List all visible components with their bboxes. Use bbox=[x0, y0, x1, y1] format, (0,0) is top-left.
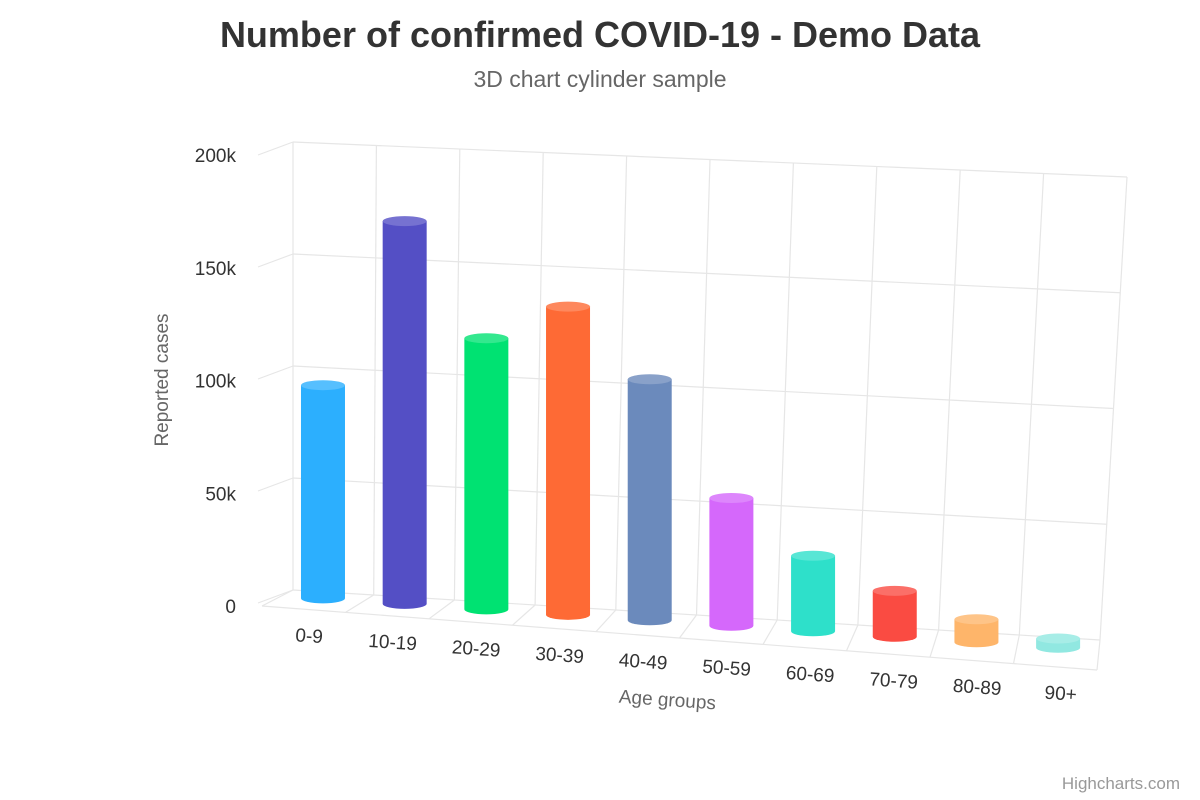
x-tick-label: 20-29 bbox=[451, 637, 501, 661]
gridline-vertical bbox=[1018, 173, 1045, 636]
bar-40-49[interactable] bbox=[627, 374, 672, 626]
bar-60-69[interactable] bbox=[791, 550, 836, 637]
bar-10-19[interactable] bbox=[382, 216, 427, 609]
y-axis-title: Reported cases bbox=[152, 313, 173, 446]
gridline-floor bbox=[595, 609, 617, 633]
bar-top bbox=[300, 380, 345, 391]
floor-front-edge bbox=[261, 605, 1098, 671]
bar-70-79[interactable] bbox=[872, 585, 917, 642]
gridline-floor bbox=[512, 604, 536, 626]
y-tick-label: 150k bbox=[195, 259, 237, 280]
chart-bars bbox=[300, 216, 1081, 653]
bar-top bbox=[464, 333, 509, 344]
bar-body bbox=[546, 306, 591, 620]
gridline-vertical bbox=[534, 152, 544, 606]
x-tick-label: 90+ bbox=[1044, 683, 1078, 706]
bar-20-29[interactable] bbox=[464, 333, 509, 615]
gridline-side bbox=[257, 365, 294, 380]
gridline-vertical bbox=[373, 145, 377, 596]
chart-subtitle: 3D chart cylinder sample bbox=[473, 66, 727, 92]
gridline-floor bbox=[261, 589, 294, 607]
chart-grid bbox=[257, 141, 1128, 671]
gridline-vertical bbox=[1099, 176, 1128, 641]
x-tick-label: 60-69 bbox=[785, 663, 835, 687]
gridline-vertical bbox=[776, 162, 794, 621]
bar-0-9[interactable] bbox=[300, 380, 345, 604]
y-tick-label: 200k bbox=[195, 146, 237, 167]
y-tick-label: 50k bbox=[205, 484, 236, 505]
bar-top bbox=[709, 493, 754, 504]
gridline-vertical bbox=[857, 166, 878, 626]
bar-body bbox=[627, 379, 672, 626]
gridline-vertical bbox=[695, 159, 711, 616]
x-tick-label: 80-89 bbox=[952, 676, 1002, 700]
gridline-vertical bbox=[615, 155, 628, 611]
chart-title: Number of confirmed COVID-19 - Demo Data bbox=[219, 14, 981, 55]
gridline-vertical bbox=[938, 169, 961, 631]
bar-80-89[interactable] bbox=[954, 614, 999, 648]
bar-top bbox=[382, 216, 427, 227]
bar-top bbox=[627, 374, 672, 385]
y-tick-label: 0 bbox=[225, 597, 236, 618]
bar-body bbox=[709, 498, 754, 631]
gridline-floor bbox=[1096, 639, 1101, 671]
gridline-floor bbox=[679, 614, 697, 639]
x-tick-label: 30-39 bbox=[535, 644, 585, 668]
credits-link[interactable]: Highcharts.com bbox=[1061, 774, 1180, 793]
bar-30-39[interactable] bbox=[546, 301, 591, 620]
x-tick-label: 50-59 bbox=[702, 657, 752, 681]
gridline-side bbox=[257, 477, 294, 492]
bar-50-59[interactable] bbox=[709, 493, 754, 631]
bar-top bbox=[954, 614, 999, 625]
y-tick-label: 100k bbox=[195, 372, 237, 393]
gridline-side bbox=[257, 253, 294, 268]
bar-body bbox=[872, 590, 917, 642]
x-tick-label: 40-49 bbox=[618, 650, 668, 674]
gridline-floor bbox=[762, 619, 778, 645]
bar-body bbox=[382, 221, 427, 609]
gridline-vertical bbox=[453, 148, 461, 601]
gridline-floor bbox=[845, 624, 859, 652]
bar-body bbox=[464, 338, 509, 615]
gridline-floor bbox=[929, 629, 940, 658]
y-axis-ticks: 0 50k 100k 150k 200k bbox=[195, 146, 237, 618]
bar-top bbox=[1036, 633, 1081, 644]
x-tick-label: 70-79 bbox=[869, 669, 919, 693]
gridline-floor bbox=[345, 594, 375, 613]
x-tick-label: 0-9 bbox=[295, 625, 324, 648]
x-axis-title: Age groups bbox=[618, 687, 716, 715]
gridline-floor bbox=[428, 599, 455, 620]
gridline-floor bbox=[1012, 634, 1020, 664]
gridline-side bbox=[257, 589, 294, 604]
bar-body bbox=[300, 385, 345, 604]
bar-body bbox=[954, 619, 999, 648]
bar-top bbox=[791, 550, 836, 561]
bar-90+[interactable] bbox=[1036, 633, 1081, 653]
gridline-side bbox=[257, 141, 294, 156]
bar-body bbox=[791, 555, 836, 637]
x-tick-label: 10-19 bbox=[368, 631, 418, 655]
bar-top bbox=[546, 301, 591, 312]
bar-top bbox=[872, 585, 917, 596]
x-axis-ticks: 0-9 10-19 20-29 30-39 40-49 50-59 60-69 70-79 80… bbox=[295, 625, 1078, 706]
